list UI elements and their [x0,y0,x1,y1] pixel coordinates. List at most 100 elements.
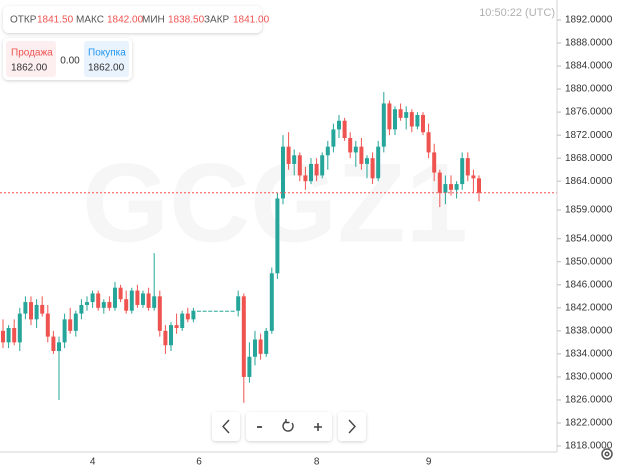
candle-body [124,299,129,311]
buy-label: Покупка [88,48,126,59]
candle-body [129,290,134,311]
y-tick-label: 1868.0000 [565,153,613,164]
sell-button[interactable] [6,41,56,77]
candle-body [202,310,207,312]
candle-body [381,103,386,147]
settings-button[interactable] [601,448,613,460]
icon-gear-center [604,451,610,457]
candle-body [180,313,185,328]
y-tick-label: 1859.0000 [565,205,613,216]
y-tick-label: 1892.0000 [565,15,613,26]
candle-body [342,120,347,139]
buy-price: 1862.00 [88,63,125,74]
candle-body [57,342,61,352]
candle-body [286,146,291,164]
candle-body [320,155,325,176]
candle-body [253,339,257,357]
candle-body [146,293,151,308]
candle-body [191,310,196,320]
quote-panel: Продажа 1862.00 0.00 Покупка 1862.00 [3,38,132,80]
legend-label: ОТКР [10,15,37,26]
zoom-in-button[interactable] [314,423,322,431]
candle-body [208,310,213,312]
y-tick-label: 1818.0000 [565,441,613,452]
scroll-right-button[interactable] [338,412,366,441]
candle-body [443,184,448,193]
y-tick-label: 1830.0000 [565,372,613,383]
candle-body [437,172,442,193]
candle-body [152,296,157,308]
candle-body [51,336,56,352]
sell-price: 1862.00 [11,63,48,74]
watermark: GCGZ1 [82,141,468,266]
legend-label: МИН [142,15,165,26]
candle-body [404,112,409,118]
icon-left [222,419,230,434]
candle-body [303,175,308,182]
candle-body [376,146,381,179]
candle-body [17,313,22,343]
candle-body [264,330,269,354]
candle-body [118,287,123,300]
navigation [212,412,366,441]
watermark-layer: GCGZ1 [82,141,468,266]
candle-body [96,293,101,308]
zoom-group [246,412,332,441]
candle-body [213,310,218,312]
y-tick-label: 1846.0000 [565,279,613,290]
candle-body [353,146,358,153]
candle-body [409,112,414,127]
y-tick-label: 1838.0000 [565,326,613,337]
candle-body [6,327,11,343]
x-tick-label: 6 [196,457,202,468]
buy-button[interactable] [84,41,129,77]
candle-body [107,302,112,308]
x-tick-label: 9 [426,457,432,468]
y-tick-label: 1834.0000 [565,349,613,360]
scroll-left-button[interactable] [212,412,240,441]
candle-body [393,109,397,130]
y-tick-label: 1880.0000 [565,84,613,95]
candle-body [465,158,470,176]
spread: 0.00 [60,56,80,67]
legend-label: ЗАКР [204,15,230,26]
candle-body [331,129,336,147]
legend-value: 1838.50 [168,15,205,26]
candle-body [269,273,274,331]
candle-body [163,330,168,346]
y-tick-label: 1864.0000 [565,176,613,187]
candle-body [337,120,341,130]
reset-button[interactable] [282,419,294,432]
y-tick-label: 1884.0000 [565,61,613,72]
candle-body [40,304,45,314]
candle-body [421,114,425,133]
candle-body [449,184,453,190]
ohlc-legend: ОТКР 1841.50 МАКС 1842.00 МИН 1838.50 ЗА… [3,6,270,33]
candle-body [325,146,330,156]
icon-right [348,419,356,434]
candle-body [157,296,162,331]
y-tick-label: 1872.0000 [565,130,613,141]
candle-body [359,146,364,164]
candle-body [29,302,33,320]
candle-body [454,184,459,190]
candle-body [365,158,369,164]
y-tick-label: 1854.0000 [565,233,613,244]
legend-label: МАКС [76,15,104,26]
candle-body [113,287,117,308]
y-tick-label: 1842.0000 [565,302,613,313]
candle-body [62,319,67,343]
candle-body [34,304,39,320]
candle-body [426,132,431,153]
candle-body [12,327,17,343]
candle-body [258,339,263,354]
candle-body [79,304,84,314]
candle-body [197,310,201,312]
candle-body [174,325,179,328]
candle-body [73,313,78,331]
candle-body [460,158,465,185]
candle-body [471,175,476,179]
y-tick-label: 1888.0000 [565,38,613,49]
candle-body [23,302,28,314]
